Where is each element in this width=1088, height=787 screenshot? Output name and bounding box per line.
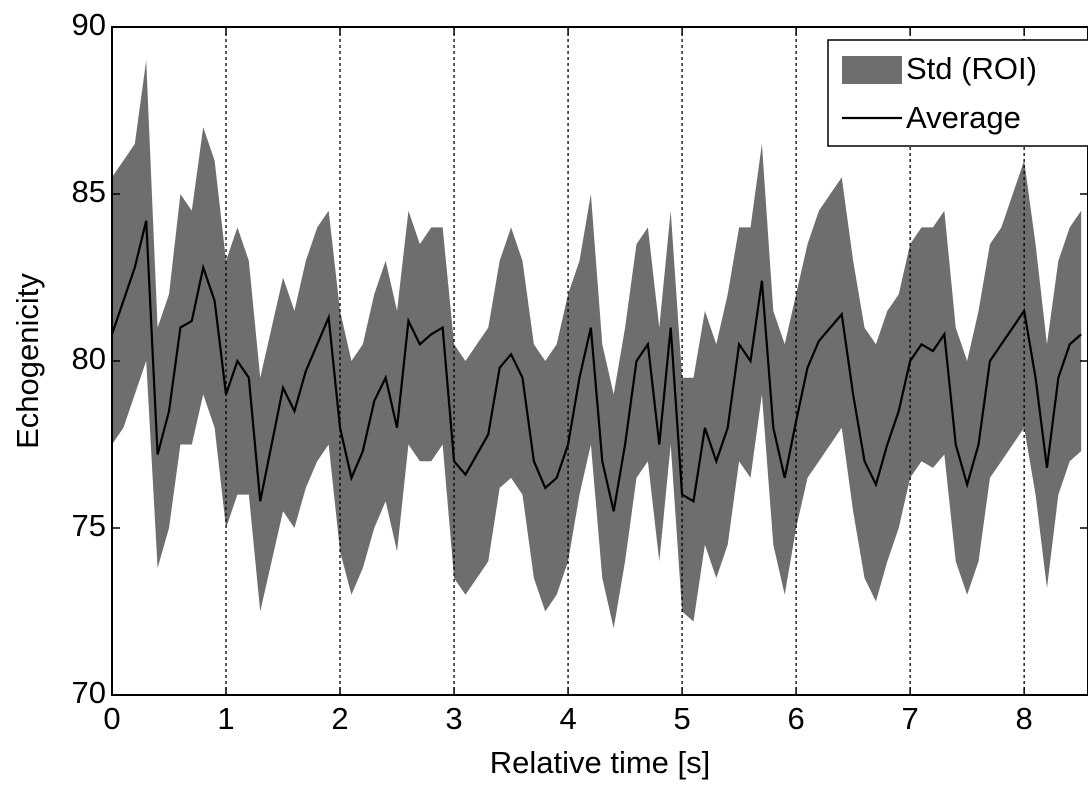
std-band xyxy=(112,60,1082,629)
x-axis-label: Relative time [s] xyxy=(490,745,711,780)
y-tick-label: 70 xyxy=(72,675,106,710)
legend-label: Average xyxy=(906,100,1021,135)
legend-label: Std (ROI) xyxy=(906,51,1037,86)
x-tick-label: 4 xyxy=(559,701,576,736)
x-tick-label: 7 xyxy=(902,701,919,736)
plot xyxy=(112,27,1082,695)
x-tick-label: 5 xyxy=(673,701,690,736)
x-tick-label: 6 xyxy=(787,701,804,736)
x-tick-label: 8 xyxy=(1016,701,1033,736)
y-tick-label: 90 xyxy=(72,7,106,42)
x-tick-label: 3 xyxy=(445,701,462,736)
x-tick-label: 0 xyxy=(103,701,120,736)
x-tick-label: 1 xyxy=(217,701,234,736)
average-line xyxy=(112,220,1082,512)
legend-swatch xyxy=(842,56,902,84)
y-tick-label: 75 xyxy=(72,508,106,543)
y-tick-label: 85 xyxy=(72,174,106,209)
y-axis-label: Echogenicity xyxy=(10,273,45,449)
x-tick-label: 2 xyxy=(331,701,348,736)
y-tick-label: 80 xyxy=(72,341,106,376)
plot-frame xyxy=(111,26,1088,696)
